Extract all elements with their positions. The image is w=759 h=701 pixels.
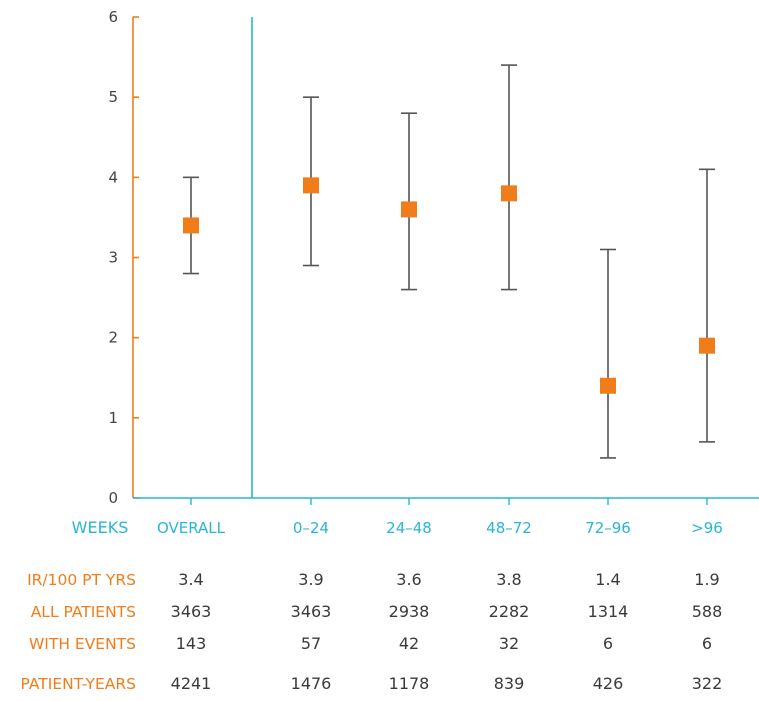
table-cell: 6	[603, 634, 613, 653]
table-row: WITH EVENTS 143 57 42 32 6 6	[29, 634, 712, 653]
table-cell: 2282	[489, 602, 530, 621]
table-cell: 3.6	[396, 570, 421, 589]
table-cell: 3.8	[496, 570, 521, 589]
x-axis-title: WEEKS	[72, 518, 129, 537]
table-cell: 4241	[171, 674, 212, 693]
point-marker	[501, 185, 517, 202]
table-cell: 426	[593, 674, 624, 693]
table-cell: 3463	[291, 602, 332, 621]
table-cell: 143	[176, 634, 207, 653]
table-row-label: IR/100 PT YRS	[27, 571, 136, 589]
table-cell: 42	[399, 634, 419, 653]
table-row-label: WITH EVENTS	[29, 635, 136, 653]
point-marker	[183, 217, 199, 234]
x-category-label: OVERALL	[157, 519, 226, 537]
table-cell: 32	[499, 634, 519, 653]
x-category-label: 24–48	[386, 519, 432, 537]
error-bar-group	[600, 248, 616, 459]
y-tick-label: 2	[108, 329, 118, 347]
error-bar-group	[401, 112, 417, 291]
error-bar-group	[183, 176, 199, 275]
table-row: IR/100 PT YRS 3.4 3.9 3.6 3.8 1.4 1.9	[27, 570, 720, 589]
y-tick-label: 0	[108, 489, 118, 507]
table-cell: 3463	[171, 602, 212, 621]
table-cell: 839	[494, 674, 525, 693]
table-cell: 1178	[389, 674, 430, 693]
point-marker	[699, 337, 715, 354]
table-cell: 588	[692, 602, 723, 621]
table-cell: 1476	[291, 674, 332, 693]
error-bar-group	[303, 96, 319, 267]
y-tick-label: 4	[108, 168, 118, 186]
point-marker	[303, 177, 319, 194]
plot-area	[183, 64, 715, 459]
table-cell: 3.4	[178, 570, 203, 589]
x-axis: WEEKS OVERALL 0–24 24–48 48–72 72–96 >96	[72, 17, 759, 537]
table-row: ALL PATIENTS 3463 3463 2938 2282 1314 588	[31, 602, 723, 621]
table-cell: 1.4	[595, 570, 620, 589]
table-row: PATIENT-YEARS 4241 1476 1178 839 426 322	[21, 674, 723, 693]
table-cell: 3.9	[298, 570, 323, 589]
data-table: IR/100 PT YRS 3.4 3.9 3.6 3.8 1.4 1.9 ALL PATIE…	[21, 570, 723, 693]
y-tick-label: 6	[108, 8, 118, 26]
x-category-label: 48–72	[486, 519, 532, 537]
y-tick-label: 1	[108, 409, 118, 427]
error-bar-group	[699, 168, 715, 443]
table-cell: 322	[692, 674, 723, 693]
table-row-label: ALL PATIENTS	[31, 603, 136, 621]
x-category-label: 0–24	[293, 519, 329, 537]
point-marker	[600, 377, 616, 394]
table-cell: 1314	[588, 602, 629, 621]
table-cell: 57	[301, 634, 321, 653]
x-category-label: >96	[691, 519, 723, 537]
x-category-label: 72–96	[585, 519, 631, 537]
table-cell: 2938	[389, 602, 430, 621]
table-row-label: PATIENT-YEARS	[21, 675, 136, 693]
point-marker	[401, 201, 417, 218]
error-bar-group	[501, 64, 517, 291]
table-cell: 1.9	[694, 570, 719, 589]
table-cell: 6	[702, 634, 712, 653]
y-axis: 0 1 2 3 4 5 6	[108, 8, 139, 507]
y-tick-label: 3	[108, 249, 118, 267]
y-tick-label: 5	[108, 88, 118, 106]
